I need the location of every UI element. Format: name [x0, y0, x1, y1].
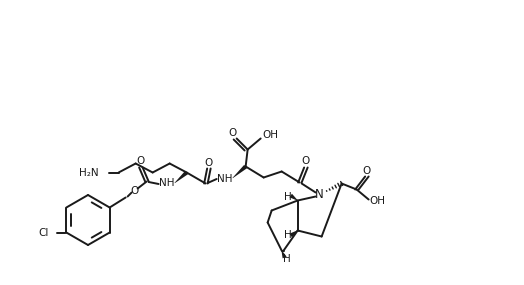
Polygon shape — [233, 165, 247, 178]
Text: O: O — [228, 127, 237, 137]
Text: H: H — [284, 192, 291, 203]
Text: O: O — [137, 156, 145, 166]
Text: H₂N: H₂N — [79, 168, 99, 178]
Text: NH: NH — [217, 174, 233, 184]
Text: O: O — [301, 156, 310, 166]
Text: H: H — [283, 255, 290, 264]
Text: OH: OH — [369, 196, 386, 207]
Text: N: N — [315, 188, 324, 201]
Polygon shape — [174, 171, 188, 183]
Polygon shape — [289, 230, 298, 237]
Text: NH: NH — [159, 178, 174, 188]
Text: Cl: Cl — [38, 227, 48, 237]
Text: OH: OH — [263, 129, 279, 139]
Text: O: O — [130, 186, 139, 196]
Text: O: O — [204, 158, 213, 168]
Text: H: H — [284, 231, 291, 241]
Polygon shape — [289, 194, 298, 201]
Text: O: O — [363, 166, 371, 176]
Polygon shape — [281, 251, 287, 258]
